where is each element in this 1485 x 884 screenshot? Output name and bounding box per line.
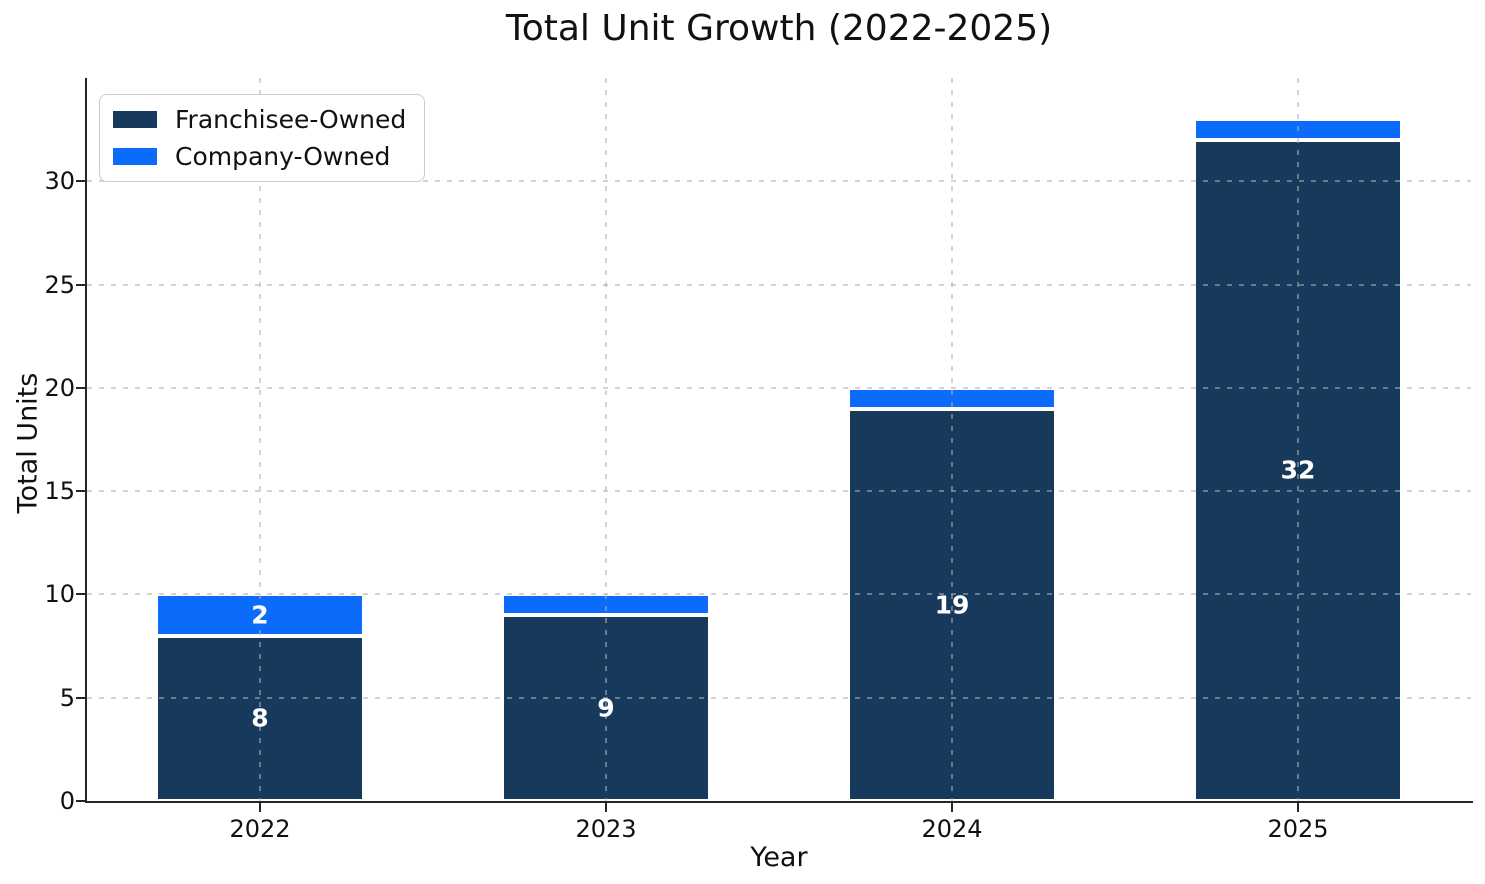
x-tick-2023 [605, 803, 607, 812]
x-axis-title: Year [750, 842, 808, 873]
gridline-x-2024 [951, 78, 953, 801]
gridline-y-5 [87, 696, 1471, 699]
y-tick-label-0: 0 [59, 787, 75, 815]
y-axis-spine [85, 78, 87, 803]
legend-swatch-company-owned [113, 148, 157, 165]
legend-item-company-owned: Company-Owned [113, 142, 406, 171]
x-axis-spine [85, 801, 1473, 803]
legend-swatch-franchisee-owned [113, 111, 157, 128]
gridline-y-10 [87, 593, 1471, 596]
bar-label-2023-9: 9 [597, 693, 615, 723]
gridline-x-2022 [259, 78, 261, 801]
y-axis-title: Total Units [12, 372, 44, 514]
legend-label-franchisee-owned: Franchisee-Owned [175, 105, 407, 134]
x-tick-label-2024: 2024 [921, 815, 983, 843]
legend-item-franchisee-owned: Franchisee-Owned [113, 105, 406, 134]
y-tick-0 [76, 800, 85, 802]
gridline-y-20 [87, 386, 1471, 389]
chart-title: Total Unit Growth (2022-2025) [505, 8, 1053, 49]
x-tick-2025 [1297, 803, 1299, 812]
bar-label-2022-8: 8 [251, 703, 269, 733]
gridline-x-2023 [605, 78, 607, 801]
gridline-x-2025 [1297, 78, 1299, 801]
y-tick-10 [76, 593, 85, 596]
y-tick-5 [76, 696, 85, 699]
legend: Franchisee-Owned Company-Owned [99, 94, 426, 182]
x-tick-2022 [259, 803, 261, 812]
gridline-y-30 [87, 180, 1471, 183]
y-tick-label-10: 10 [44, 580, 75, 609]
y-tick-label-5: 5 [59, 683, 75, 712]
y-tick-15 [76, 490, 85, 493]
legend-label-company-owned: Company-Owned [175, 142, 391, 171]
y-tick-label-20: 20 [44, 373, 75, 402]
y-tick-30 [76, 180, 85, 183]
gridline-y-15 [87, 490, 1471, 493]
y-tick-25 [76, 283, 85, 286]
y-tick-20 [76, 386, 85, 389]
x-tick-2024 [951, 803, 953, 812]
y-tick-label-25: 25 [44, 270, 75, 299]
y-tick-label-30: 30 [44, 167, 75, 196]
gridline-y-25 [87, 283, 1471, 286]
x-tick-label-2022: 2022 [229, 815, 291, 843]
y-tick-label-15: 15 [44, 477, 75, 506]
bar-label-2022-2: 2 [251, 600, 269, 630]
bar-label-2025-32: 32 [1280, 455, 1316, 485]
x-tick-label-2023: 2023 [575, 815, 637, 843]
x-tick-label-2025: 2025 [1267, 815, 1329, 843]
bar-label-2024-19: 19 [934, 590, 970, 620]
